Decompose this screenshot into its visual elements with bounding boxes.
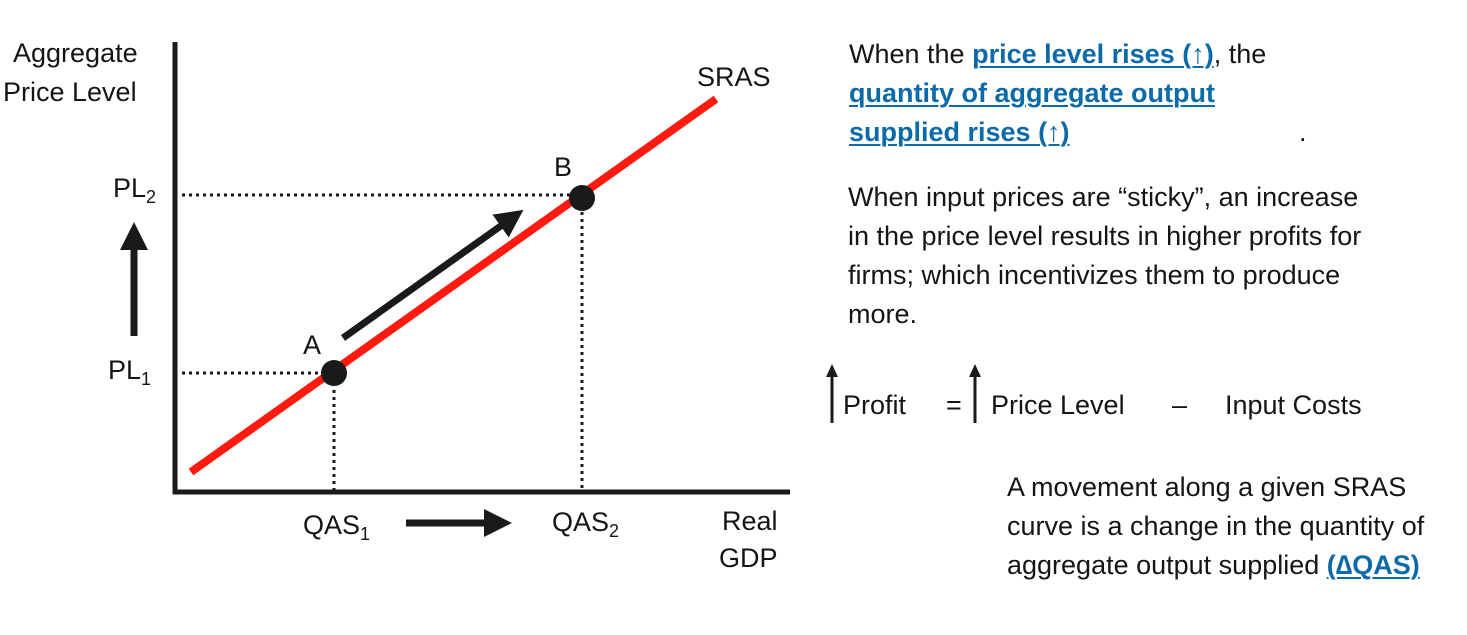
movement-arrow (340, 209, 524, 341)
pl2-label: PL2 (113, 173, 157, 207)
equals-sign: = (946, 390, 962, 420)
x-axis-label-line2: GDP (719, 543, 778, 573)
price-level-up-arrow-icon (969, 364, 981, 423)
input-costs-term: Input Costs (1225, 390, 1362, 420)
quantity-supplied-rises-link[interactable]: quantity of aggregate output supplied ri… (849, 78, 1215, 147)
y-axis-label-line2: Price Level (3, 77, 137, 107)
price-level-rises-link[interactable]: price level rises (↑) (972, 39, 1214, 69)
y-axis-label-line1: Aggregate (13, 38, 138, 68)
movement-along-curve-paragraph: A movement along a given SRAS curve is a… (1007, 472, 1425, 580)
price-level-term: Price Level (991, 390, 1125, 420)
point-b (569, 185, 595, 211)
point-a-label: A (303, 330, 322, 360)
profit-up-arrow-icon (826, 364, 838, 423)
qas2-label: QAS2 (552, 507, 620, 541)
profit-term: Profit (843, 390, 907, 420)
pl1-label: PL1 (108, 355, 152, 389)
minus-sign: – (1172, 390, 1188, 420)
sras-curve (188, 95, 719, 476)
point-a (321, 360, 347, 386)
sticky-prices-paragraph: When input prices are “sticky”, an incre… (848, 182, 1362, 329)
qas1-label: QAS1 (303, 510, 371, 544)
delta-qas-link[interactable]: (∆QAS) (1326, 550, 1420, 580)
point-b-label: B (554, 152, 573, 182)
price-level-rises-paragraph: When the price level rises (↑), the quan… (849, 35, 1369, 152)
sras-diagram (120, 42, 790, 537)
x-axis-label-line1: Real (722, 506, 778, 536)
sras-label: SRAS (697, 62, 771, 92)
